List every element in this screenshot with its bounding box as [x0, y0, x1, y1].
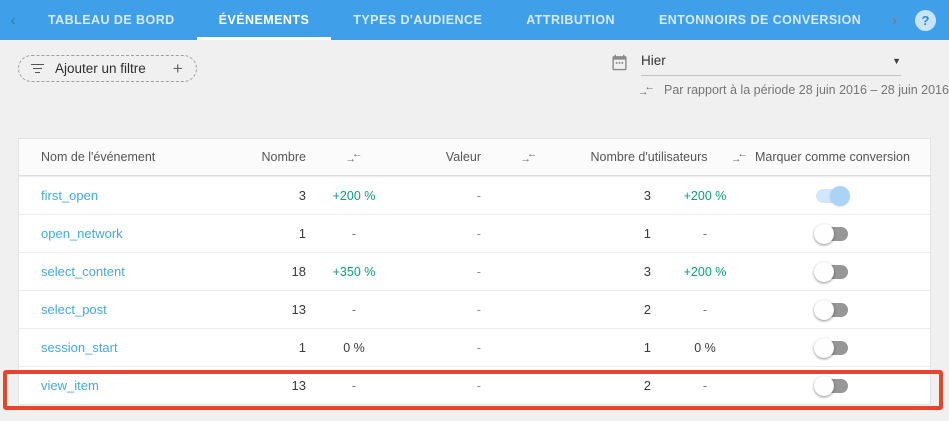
event-users: 3	[643, 264, 651, 279]
header-value: Valeur	[445, 150, 481, 164]
tab-entonnoirs-conversion[interactable]: ENTONNOIRS DE CONVERSION	[637, 0, 883, 40]
header-event-name: Nom de l'événement	[41, 150, 156, 164]
table-row-highlighted: view_item 13 - - 2 -	[19, 366, 930, 404]
tab-label: TABLEAU DE BORD	[48, 13, 175, 27]
event-count: 18	[291, 264, 306, 279]
header-conversion: ← → Marquer comme conversion	[729, 148, 930, 165]
event-count: 13	[291, 378, 306, 393]
table-header-row: Nom de l'événement Nombre ← → Valeur ← → N…	[19, 139, 930, 176]
event-count: 13	[291, 302, 306, 317]
chevron-left-icon[interactable]: ‹	[10, 11, 16, 29]
date-range-value: Hier	[641, 53, 666, 68]
event-users: 1	[643, 340, 651, 355]
event-users-change: +200 %	[683, 264, 727, 279]
event-users-change: -	[702, 226, 708, 241]
compare-arrows-icon: ← →	[638, 81, 655, 98]
filter-icon	[31, 63, 44, 74]
top-nav-bar: ‹ TABLEAU DE BORD ÉVÉNEMENTS TYPES D'AUD…	[0, 0, 949, 40]
event-name-link[interactable]: view_item	[41, 378, 99, 393]
compare-arrows-icon: ← →	[345, 148, 363, 165]
table-row: session_start 1 0 % - 1 0 %	[19, 328, 930, 366]
event-value: -	[476, 340, 481, 355]
conversion-toggle[interactable]	[814, 299, 850, 320]
table-row: select_content 18 +350 % - 3 +200 %	[19, 252, 930, 290]
event-count: 1	[298, 340, 306, 355]
calendar-icon	[611, 54, 628, 76]
event-users: 1	[643, 226, 651, 241]
tab-label: ÉVÉNEMENTS	[218, 13, 310, 27]
conversion-toggle[interactable]	[814, 223, 850, 244]
event-count-change: +350 %	[332, 264, 376, 279]
event-name-link[interactable]: select_content	[41, 264, 125, 279]
event-count-change: +200 %	[332, 188, 376, 203]
event-count-change: 0 %	[343, 340, 365, 355]
table-row: open_network 1 - - 1 -	[19, 214, 930, 252]
event-value: -	[476, 264, 481, 279]
event-count: 1	[298, 226, 306, 241]
event-name-link[interactable]: first_open	[41, 188, 99, 203]
comparison-period: ← → Par rapport à la période 28 juin 2016…	[638, 81, 949, 98]
tab-label: ENTONNOIRS DE CONVERSION	[658, 13, 862, 27]
header-count: Nombre	[261, 150, 306, 164]
header-conversion-label: Marquer comme conversion	[755, 150, 910, 164]
event-users: 3	[643, 188, 651, 203]
events-table: Nom de l'événement Nombre ← → Valeur ← → N…	[18, 138, 931, 405]
event-name-link[interactable]: open_network	[41, 226, 123, 241]
event-users: 2	[643, 378, 651, 393]
event-count-change: -	[351, 302, 357, 317]
event-users-change: 0 %	[694, 340, 716, 355]
tab-label: TYPES D'AUDIENCE	[353, 13, 483, 27]
conversion-toggle[interactable]	[814, 337, 850, 358]
event-count: 3	[298, 188, 306, 203]
compare-arrows-icon: ← →	[520, 148, 538, 165]
event-count-change: -	[351, 378, 357, 393]
conversion-toggle[interactable]	[814, 375, 850, 396]
event-users-change: -	[702, 302, 708, 317]
table-row: select_post 13 - - 2 -	[19, 290, 930, 328]
event-users-change: +200 %	[683, 188, 727, 203]
dropdown-arrow-icon: ▼	[892, 55, 901, 66]
tab-tableau-de-bord[interactable]: TABLEAU DE BORD	[26, 0, 197, 40]
event-value: -	[476, 226, 481, 241]
nav-right-controls: › ?	[892, 0, 949, 40]
header-users: Nombre d'utilisateurs	[590, 150, 708, 164]
add-filter-button[interactable]: Ajouter un filtre +	[18, 55, 197, 82]
date-range-selector[interactable]: Hier ▼	[641, 53, 901, 76]
tab-evenements[interactable]: ÉVÉNEMENTS	[196, 0, 332, 40]
event-value: -	[476, 188, 481, 203]
event-users-change: -	[702, 378, 708, 393]
table-row: first_open 3 +200 % - 3 +200 %	[19, 176, 930, 214]
event-name-link[interactable]: select_post	[41, 302, 107, 317]
event-value: -	[476, 378, 481, 393]
event-count-change: -	[351, 226, 357, 241]
help-icon[interactable]: ?	[915, 9, 936, 31]
comparison-period-label: Par rapport à la période 28 juin 2016 – …	[664, 83, 949, 97]
conversion-toggle[interactable]	[814, 261, 850, 282]
chevron-right-icon[interactable]: ›	[892, 11, 897, 29]
conversion-toggle[interactable]	[814, 185, 850, 206]
date-range-block: Hier ▼ ← → Par rapport à la période 28 ju…	[611, 53, 949, 98]
tab-label: ATTRIBUTION	[526, 13, 615, 27]
add-filter-label: Ajouter un filtre	[55, 61, 146, 76]
compare-arrows-icon: ← →	[731, 148, 748, 165]
event-users: 2	[643, 302, 651, 317]
event-value: -	[476, 302, 481, 317]
event-name-link[interactable]: session_start	[41, 340, 118, 355]
tab-attribution[interactable]: ATTRIBUTION	[504, 0, 637, 40]
tab-types-audience[interactable]: TYPES D'AUDIENCE	[331, 0, 504, 40]
plus-icon: +	[172, 59, 183, 78]
